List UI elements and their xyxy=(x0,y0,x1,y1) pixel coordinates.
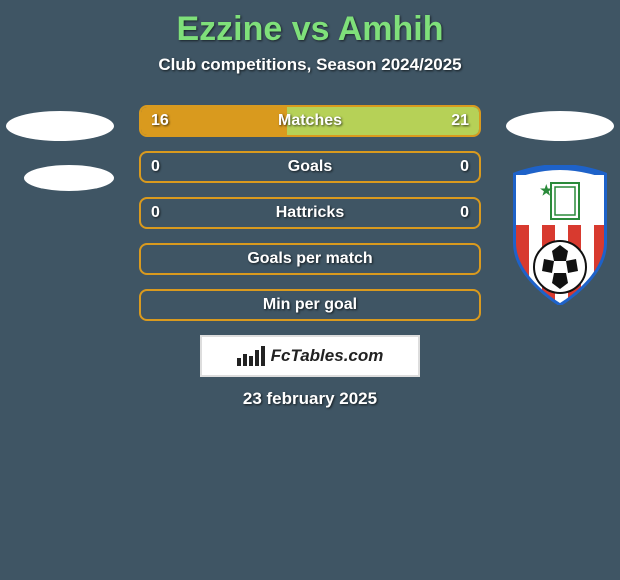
stat-label: Goals per match xyxy=(141,250,479,268)
stat-row: 0Hattricks0 xyxy=(139,197,481,229)
brand-chart-icon xyxy=(237,346,265,366)
crest-svg: ★ xyxy=(506,165,614,305)
stat-label: Hattricks xyxy=(141,204,479,222)
stats-area: ★ 16Match xyxy=(0,105,620,321)
club-crest: ★ xyxy=(506,165,614,305)
stat-row: Goals per match xyxy=(139,243,481,275)
subtitle: Club competitions, Season 2024/2025 xyxy=(0,55,620,75)
date-text: 23 february 2025 xyxy=(0,389,620,409)
infographic-container: Ezzine vs Amhih Club competitions, Seaso… xyxy=(0,0,620,580)
page-title: Ezzine vs Amhih xyxy=(0,0,620,55)
stat-value-right: 0 xyxy=(460,204,469,222)
brand-box: FcTables.com xyxy=(200,335,420,377)
stat-value-right: 0 xyxy=(460,158,469,176)
brand-text: FcTables.com xyxy=(271,346,384,366)
stat-row: 16Matches21 xyxy=(139,105,481,137)
left-player-silhouette-body xyxy=(24,165,114,191)
right-player-silhouette-head xyxy=(506,111,614,141)
stat-row: 0Goals0 xyxy=(139,151,481,183)
left-player-silhouette-head xyxy=(6,111,114,141)
stat-label: Goals xyxy=(141,158,479,176)
stat-label: Min per goal xyxy=(141,296,479,314)
stat-value-right: 21 xyxy=(451,112,469,130)
stat-row: Min per goal xyxy=(139,289,481,321)
stat-label: Matches xyxy=(141,112,479,130)
